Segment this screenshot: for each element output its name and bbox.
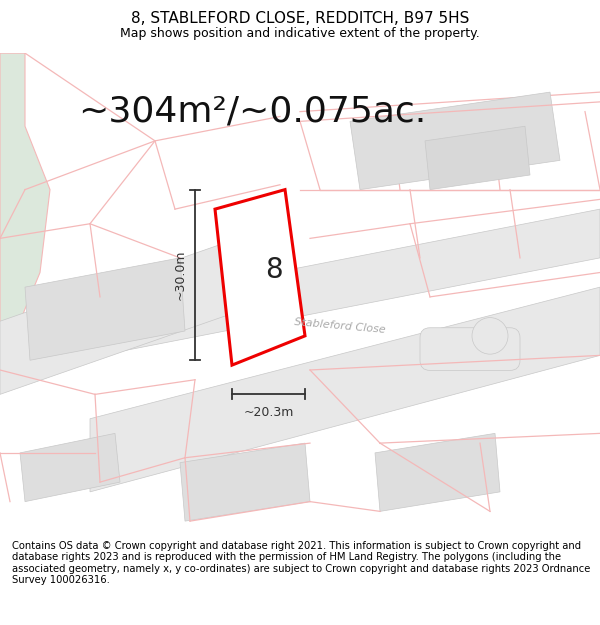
Polygon shape [25, 258, 185, 360]
Polygon shape [425, 126, 530, 189]
Polygon shape [90, 287, 600, 492]
Polygon shape [180, 443, 310, 521]
Polygon shape [0, 224, 280, 394]
Polygon shape [350, 92, 560, 189]
Text: 8: 8 [265, 256, 283, 284]
Text: 8, STABLEFORD CLOSE, REDDITCH, B97 5HS: 8, STABLEFORD CLOSE, REDDITCH, B97 5HS [131, 11, 469, 26]
Text: ~20.3m: ~20.3m [244, 406, 293, 419]
Polygon shape [20, 433, 120, 502]
FancyBboxPatch shape [420, 328, 520, 371]
Text: ~30.0m: ~30.0m [174, 250, 187, 300]
Polygon shape [215, 189, 305, 365]
Text: Stableford Close: Stableford Close [294, 317, 386, 335]
Text: ~304m²/~0.075ac.: ~304m²/~0.075ac. [78, 94, 426, 129]
Polygon shape [0, 53, 50, 370]
Polygon shape [375, 433, 500, 511]
Circle shape [472, 318, 508, 354]
Text: Contains OS data © Crown copyright and database right 2021. This information is : Contains OS data © Crown copyright and d… [12, 541, 590, 586]
Text: Map shows position and indicative extent of the property.: Map shows position and indicative extent… [120, 27, 480, 40]
Polygon shape [100, 209, 600, 356]
